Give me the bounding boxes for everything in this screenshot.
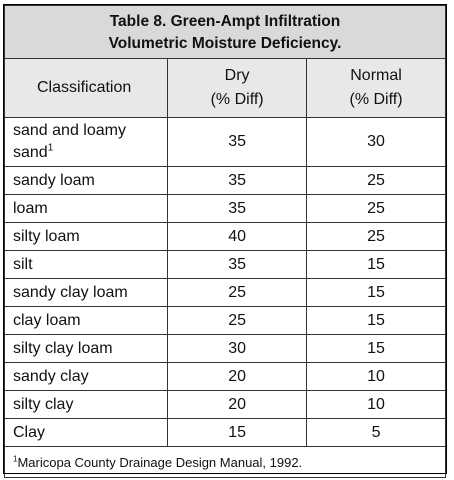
- table-title-line-1: Table 8. Green-Ampt Infiltration: [109, 13, 341, 30]
- header-row: Classification Dry (% Diff) Normal (% Di…: [3, 58, 446, 118]
- row-normal-value: 10: [306, 390, 446, 419]
- row-classification: silty loam: [3, 222, 169, 251]
- table-row: loam 35 25: [3, 194, 446, 223]
- table-frame: Table 8. Green-Ampt Infiltration Volumet…: [3, 4, 447, 478]
- row-dry-value: 20: [167, 362, 308, 391]
- row-normal-value: 15: [306, 334, 446, 363]
- header-dry-label: Dry: [224, 67, 250, 84]
- row-classification: loam: [3, 194, 169, 223]
- table-row: silty clay loam 30 15: [3, 334, 446, 363]
- table-row: sandy clay loam 25 15: [3, 278, 446, 307]
- row-classification: sandy clay: [3, 362, 169, 391]
- row-dry-value: 15: [167, 418, 308, 447]
- row-dry-value: 30: [167, 334, 308, 363]
- table-row: sandy loam 35 25: [3, 166, 446, 195]
- row-classification: silty clay: [3, 390, 169, 419]
- table-row: Clay 15 5: [3, 418, 446, 447]
- table-row: sandy clay 20 10: [3, 362, 446, 391]
- table-row: silty loam 40 25: [3, 222, 446, 251]
- row-classification: sandy clay loam: [3, 278, 169, 307]
- header-normal-unit: (% Diff): [349, 91, 403, 108]
- footnote-superscript: 1: [13, 454, 18, 464]
- row-normal-value: 25: [306, 166, 446, 195]
- row-dry-value: 35: [167, 166, 308, 195]
- header-normal-label: Normal: [350, 67, 402, 84]
- row-dry-value: 25: [167, 306, 308, 335]
- row-dry-value: 20: [167, 390, 308, 419]
- row-normal-value: 25: [306, 222, 446, 251]
- row-normal-value: 15: [306, 278, 446, 307]
- table-title-line-2: Volumetric Moisture Deficiency.: [108, 35, 342, 52]
- row-normal-value: 15: [306, 250, 446, 279]
- row-normal-value: 10: [306, 362, 446, 391]
- row-dry-value: 40: [167, 222, 308, 251]
- table-row: silt 35 15: [3, 250, 446, 279]
- table-row: clay loam 25 15: [3, 306, 446, 335]
- row-normal-value: 5: [306, 418, 446, 447]
- row-classification-line-2: sand: [13, 144, 48, 161]
- moisture-deficiency-table: Table 8. Green-Ampt Infiltration Volumet…: [3, 5, 446, 478]
- row-dry-value: 35: [167, 117, 308, 167]
- header-normal: Normal (% Diff): [306, 58, 446, 118]
- row-classification: Clay: [3, 418, 169, 447]
- row-normal-value: 15: [306, 306, 446, 335]
- table-row: sand and loamy sand1 35 30: [3, 117, 446, 167]
- row-classification: clay loam: [3, 306, 169, 335]
- row-dry-value: 35: [167, 194, 308, 223]
- footnote-text: Maricopa County Drainage Design Manual, …: [17, 454, 303, 470]
- row-normal-value: 30: [306, 117, 446, 167]
- row-classification: sandy loam: [3, 166, 169, 195]
- table-footnote: 1Maricopa County Drainage Design Manual,…: [4, 446, 446, 478]
- header-classification: Classification: [3, 58, 169, 118]
- row-classification-line-1: sand and loamy: [13, 122, 126, 139]
- row-classification: silty clay loam: [3, 334, 169, 363]
- header-dry-unit: (% Diff): [210, 91, 264, 108]
- row-dry-value: 25: [167, 278, 308, 307]
- row-dry-value: 35: [167, 250, 308, 279]
- table-row: silty clay 20 10: [3, 390, 446, 419]
- row-classification: sand and loamy sand1: [3, 117, 169, 167]
- row-classification: silt: [3, 250, 169, 279]
- header-dry: Dry (% Diff): [167, 58, 308, 118]
- table-title: Table 8. Green-Ampt Infiltration Volumet…: [4, 5, 446, 59]
- footnote-marker: 1: [47, 142, 54, 154]
- row-normal-value: 25: [306, 194, 446, 223]
